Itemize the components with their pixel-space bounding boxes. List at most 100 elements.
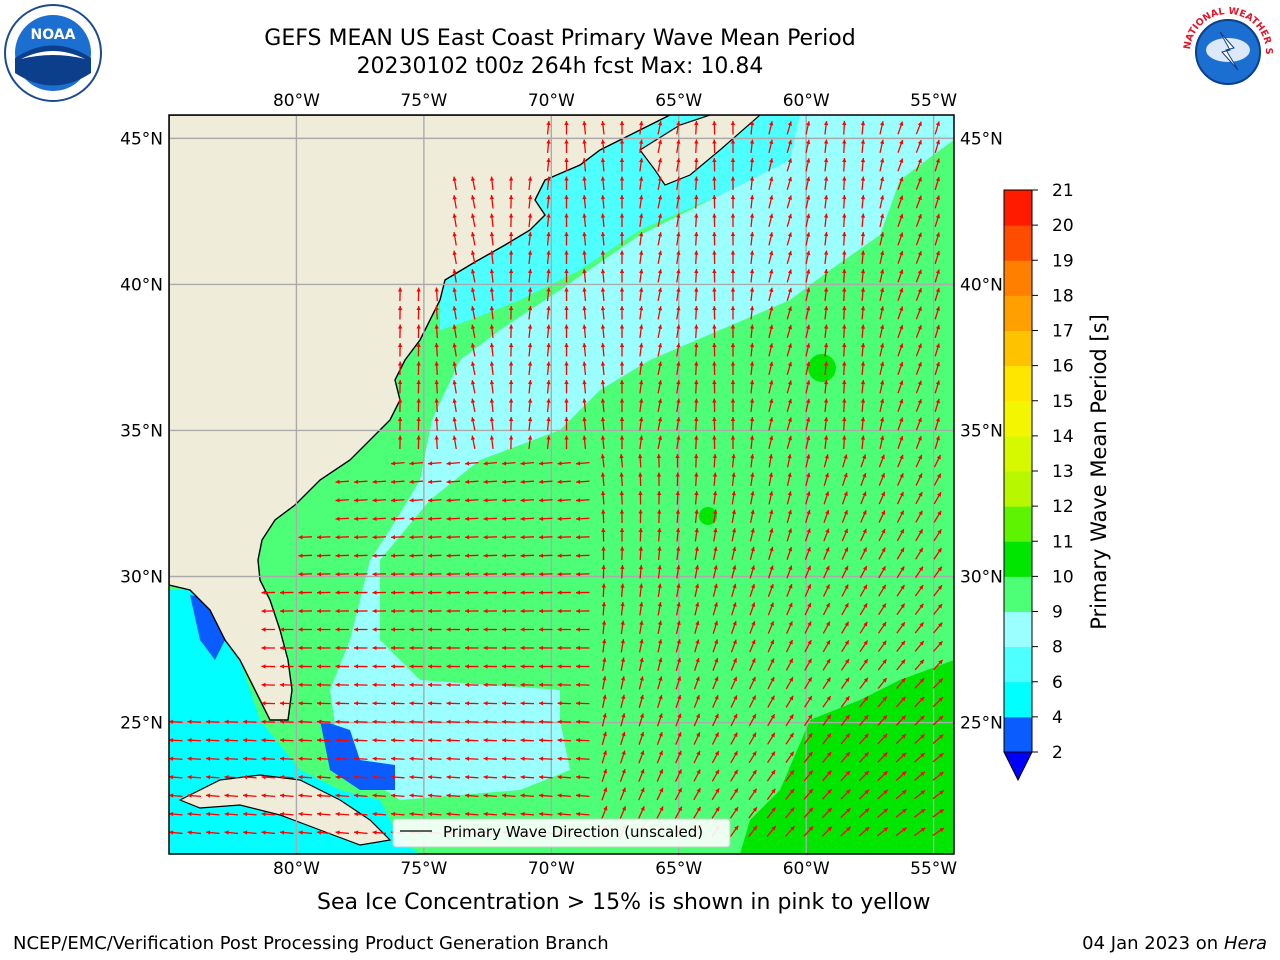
wave-arrow-head bbox=[638, 583, 644, 588]
wave-arrow-head bbox=[603, 787, 608, 793]
wave-arrow-head bbox=[557, 571, 562, 577]
wave-arrow-head bbox=[446, 664, 451, 669]
wave-arrow-head bbox=[712, 435, 717, 440]
wave-arrow-head bbox=[638, 472, 643, 477]
wave-arrow-head bbox=[280, 664, 285, 669]
wave-arrow-head bbox=[769, 269, 774, 274]
wave-arrow-head bbox=[789, 751, 794, 757]
wave-arrow-head bbox=[465, 608, 470, 614]
wave-arrow-head bbox=[539, 645, 544, 651]
wave-arrow-head bbox=[372, 571, 377, 577]
wave-arrow-head bbox=[657, 546, 662, 551]
wave-arrow-head bbox=[243, 774, 248, 780]
wave-arrow-head bbox=[391, 774, 396, 780]
wave-arrow-head bbox=[805, 287, 811, 293]
wave-arrow-head bbox=[730, 343, 736, 348]
wave-arrow-head bbox=[520, 738, 525, 743]
wave-arrow-head bbox=[676, 324, 681, 329]
wave-arrow-head bbox=[751, 676, 756, 682]
wave-arrow-head bbox=[354, 738, 359, 743]
wave-arrow-head bbox=[224, 793, 229, 798]
wave-arrow-head bbox=[600, 361, 606, 366]
wave-arrow-head bbox=[317, 553, 322, 558]
wave-arrow-head bbox=[676, 343, 681, 348]
wave-arrow-head bbox=[557, 756, 562, 761]
wave-arrow-head bbox=[657, 435, 663, 441]
wave-arrow-head bbox=[483, 811, 488, 817]
wave-arrow-head bbox=[582, 121, 587, 126]
colorbar-segment bbox=[1004, 435, 1032, 472]
wave-arrow-head bbox=[576, 756, 581, 761]
wave-arrow-head bbox=[694, 139, 699, 144]
wave-arrow-head bbox=[428, 498, 433, 503]
wave-arrow-head bbox=[657, 232, 663, 237]
wave-arrow-head bbox=[938, 697, 943, 702]
wave-arrow-head bbox=[483, 719, 488, 724]
wave-direction-arrows bbox=[169, 120, 945, 838]
wave-arrow-head bbox=[546, 213, 551, 218]
wave-arrow-head bbox=[298, 571, 303, 577]
wave-arrow-head bbox=[694, 250, 699, 255]
wave-arrow-head bbox=[920, 809, 926, 814]
wave-arrow-head bbox=[920, 753, 925, 758]
organization-label: NCEP/EMC/Verification Post Processing Pr… bbox=[13, 933, 609, 954]
lon-tick-label-top: 75°W bbox=[400, 91, 447, 111]
wave-arrow-head bbox=[619, 195, 625, 200]
wave-arrow-head bbox=[805, 139, 811, 145]
wave-arrow-head bbox=[600, 343, 606, 348]
wave-arrow-head bbox=[483, 461, 488, 466]
wave-arrow-head bbox=[899, 362, 904, 367]
wave-arrow-head bbox=[546, 139, 551, 144]
wave-arrow-head bbox=[582, 139, 587, 144]
wave-arrow-head bbox=[527, 343, 533, 348]
wave-arrow-head bbox=[712, 232, 717, 237]
wave-arrow-head bbox=[787, 139, 793, 145]
wave-arrow-head bbox=[446, 645, 451, 651]
wave-arrow-head bbox=[879, 380, 885, 385]
wave-arrow-head bbox=[805, 398, 811, 404]
wave-arrow-head bbox=[789, 714, 794, 719]
wave-arrow-head bbox=[823, 250, 829, 255]
wave-arrow-head bbox=[770, 714, 775, 719]
wave-arrow-head bbox=[409, 498, 414, 503]
wave-arrow-head bbox=[576, 516, 581, 521]
wave-arrow-head bbox=[576, 608, 581, 614]
wave-arrow-head bbox=[879, 213, 885, 219]
wave-arrow-head bbox=[354, 479, 359, 485]
wave-arrow-head bbox=[582, 343, 587, 348]
wave-arrow-head bbox=[621, 713, 626, 718]
colorbar-segment bbox=[1004, 400, 1032, 437]
wave-arrow-head bbox=[823, 232, 829, 237]
wave-arrow-head bbox=[768, 491, 774, 496]
wave-arrow-head bbox=[601, 602, 607, 607]
wave-arrow-head bbox=[920, 790, 926, 795]
wave-arrow-head bbox=[676, 306, 681, 311]
wave-arrow-head bbox=[502, 645, 507, 651]
wave-arrow-head bbox=[317, 627, 322, 632]
wave-arrow-head bbox=[787, 306, 793, 311]
wave-arrow-head bbox=[582, 435, 587, 440]
wave-arrow-head bbox=[863, 603, 868, 608]
wave-arrow-head bbox=[576, 793, 581, 798]
wave-arrow-head bbox=[582, 158, 587, 163]
wave-arrow-head bbox=[823, 139, 829, 144]
wave-arrow-head bbox=[732, 621, 737, 626]
wave-arrow-head bbox=[900, 603, 905, 609]
wave-arrow-head bbox=[695, 676, 700, 682]
wave-arrow-head bbox=[787, 158, 793, 163]
wave-arrow-head bbox=[917, 306, 922, 312]
wave-arrow-head bbox=[806, 491, 811, 496]
wave-arrow-head bbox=[354, 682, 359, 688]
wave-arrow-head bbox=[882, 696, 887, 702]
lon-tick-label-bottom: 75°W bbox=[400, 859, 447, 879]
wave-arrow-head bbox=[806, 454, 811, 459]
wave-arrow-head bbox=[298, 756, 303, 761]
wave-arrow-head bbox=[557, 627, 562, 632]
wave-arrow-head bbox=[582, 195, 587, 200]
wave-arrow-head bbox=[939, 809, 944, 814]
wave-arrow-head bbox=[502, 608, 507, 614]
wave-arrow-head bbox=[860, 417, 866, 422]
wave-arrow-head bbox=[712, 195, 717, 200]
wave-arrow-head bbox=[335, 793, 340, 798]
wave-arrow-head bbox=[428, 516, 433, 521]
